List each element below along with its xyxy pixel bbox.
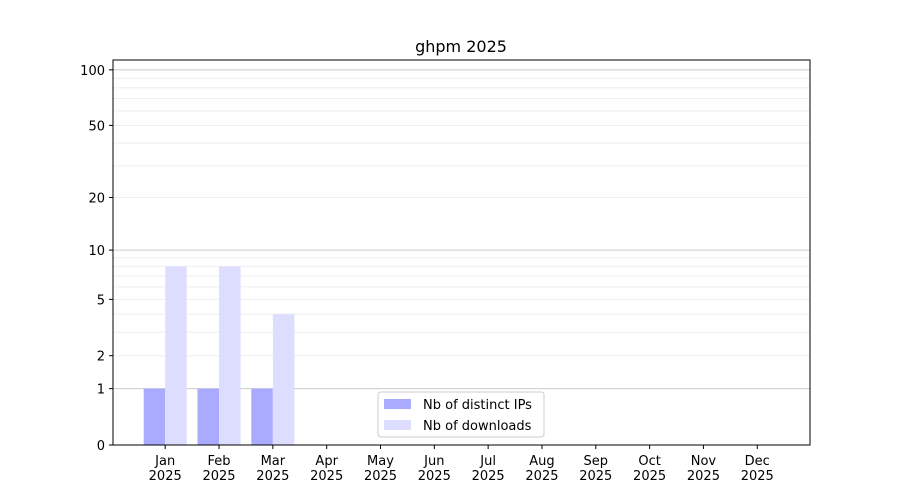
bar-distinct-ips	[197, 388, 220, 445]
x-tick-label: Sep 2025	[579, 454, 612, 484]
y-tick-label: 10	[88, 244, 105, 259]
x-tick-label: Mar 2025	[256, 454, 289, 484]
legend-swatch	[384, 399, 411, 409]
x-tick-label: Dec 2025	[741, 454, 774, 484]
bar-downloads	[219, 266, 241, 445]
y-tick-label: 5	[97, 293, 105, 308]
x-tick-label: Aug 2025	[525, 454, 558, 484]
legend-box	[377, 391, 545, 438]
bar-distinct-ips	[251, 388, 273, 445]
x-tick-label: May 2025	[364, 454, 397, 484]
x-tick-label: Apr 2025	[310, 454, 343, 484]
bar-distinct-ips	[143, 388, 166, 445]
y-tick-label: 50	[88, 119, 105, 134]
legend-label: Nb of distinct IPs	[423, 398, 532, 413]
x-tick-label: Feb 2025	[202, 454, 235, 484]
legend: Nb of distinct IPs Nb of downloads	[377, 391, 545, 438]
x-tick-label: Jun 2025	[418, 454, 451, 484]
x-tick-label: Oct 2025	[633, 454, 666, 484]
plot-frame	[112, 59, 811, 446]
x-tick-label: Jul 2025	[472, 454, 505, 484]
y-tick-label: 20	[88, 192, 105, 207]
y-tick-label: 1	[97, 383, 105, 398]
legend-label: Nb of downloads	[423, 419, 532, 434]
x-tick-label: Nov 2025	[687, 454, 720, 484]
x-tick-label: Jan 2025	[149, 454, 182, 484]
y-tick-label: 100	[80, 64, 105, 79]
legend-swatch	[384, 420, 411, 430]
chart-title: ghpm 2025	[415, 37, 507, 56]
y-tick-label: 2	[97, 350, 105, 365]
y-tick-label: 0	[97, 439, 105, 454]
bar-downloads	[165, 266, 187, 445]
bar-downloads	[272, 314, 295, 445]
